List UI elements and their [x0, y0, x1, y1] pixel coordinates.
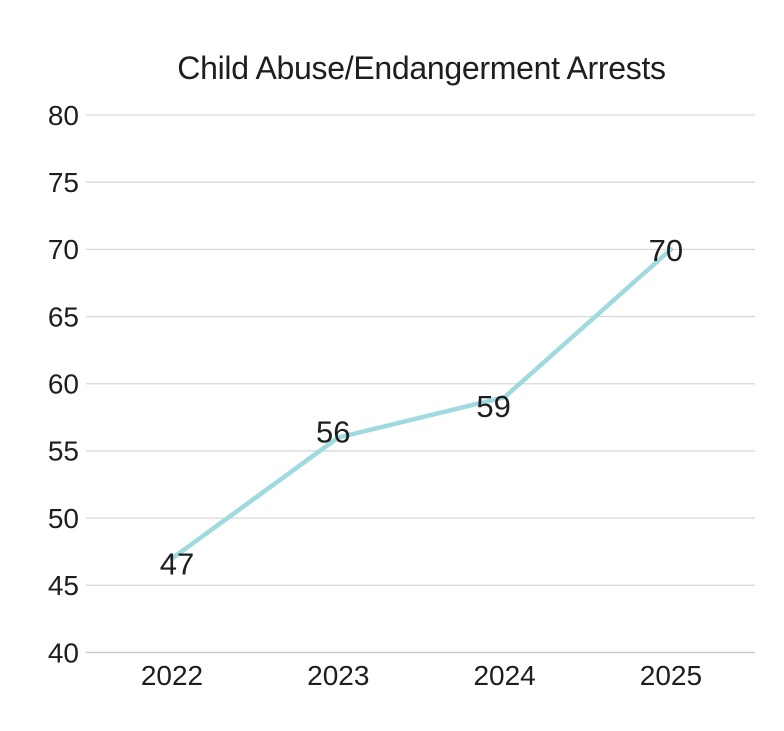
y-tick-label: 65: [48, 301, 79, 332]
x-tick-label: 2022: [141, 660, 203, 691]
y-tick-label: 50: [48, 503, 79, 534]
y-tick-label: 80: [48, 100, 79, 131]
y-tick-label: 45: [48, 570, 79, 601]
y-tick-label: 75: [48, 167, 79, 198]
chart-title: Child Abuse/Endangerment Arrests: [177, 50, 666, 86]
data-label: 59: [476, 389, 510, 424]
x-tick-label: 2025: [640, 660, 702, 691]
data-line: [169, 247, 674, 561]
y-tick-label: 40: [48, 637, 79, 668]
data-label: 47: [160, 546, 194, 581]
y-tick-label: 60: [48, 369, 79, 400]
data-label: 70: [649, 233, 683, 268]
x-tick-label: 2024: [473, 660, 535, 691]
y-tick-label: 55: [48, 436, 79, 467]
x-tick-label: 2023: [307, 660, 369, 691]
y-tick-label: 70: [48, 234, 79, 265]
data-label: 56: [316, 414, 350, 449]
